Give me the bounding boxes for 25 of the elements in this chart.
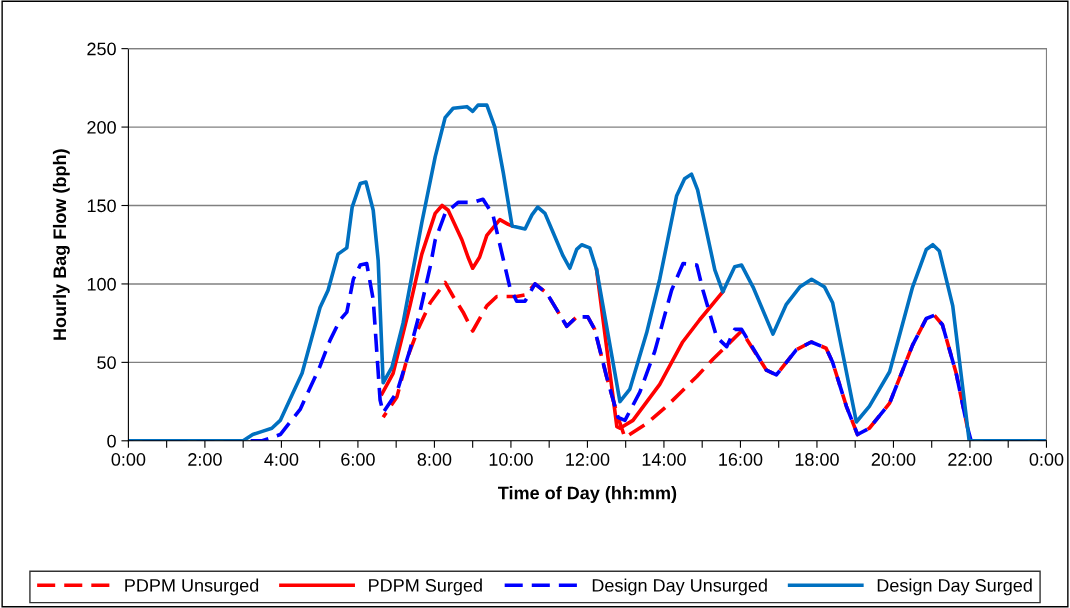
legend-label: Design Day Surged [877,578,1032,596]
legend-label: Design Day Unsurged [592,578,767,596]
y-tick-label: 50 [97,356,116,370]
x-tick-label: 8:00 [417,453,452,466]
x-tick-label: 22:00 [948,453,992,466]
x-tick-label: 20:00 [871,453,916,466]
x-tick-label: 6:00 [341,453,375,466]
x-tick-label: 10:00 [489,453,533,466]
y-tick-label: 150 [87,199,116,213]
y-tick-label: 0 [107,434,116,448]
x-axis-title: Time of Day (hh:mm) [498,486,677,503]
x-tick-label: 0:00 [1029,453,1064,466]
x-tick-label: 4:00 [264,453,299,466]
x-tick-label: 2:00 [188,453,222,466]
y-tick-label: 200 [87,121,116,134]
x-tick-label: 0:00 [111,453,146,466]
legend-label: PDPM Unsurged [125,578,259,596]
y-tick-label: 100 [87,277,116,291]
x-tick-label: 14:00 [642,453,686,466]
x-tick-label: 18:00 [795,453,839,466]
y-tick-label: 250 [87,42,116,56]
legend-label: PDPM Surged [369,578,482,596]
x-tick-label: 16:00 [719,453,763,466]
y-axis-title: Hourly Bag Flow (bph) [52,149,70,340]
x-tick-label: 12:00 [566,453,610,466]
